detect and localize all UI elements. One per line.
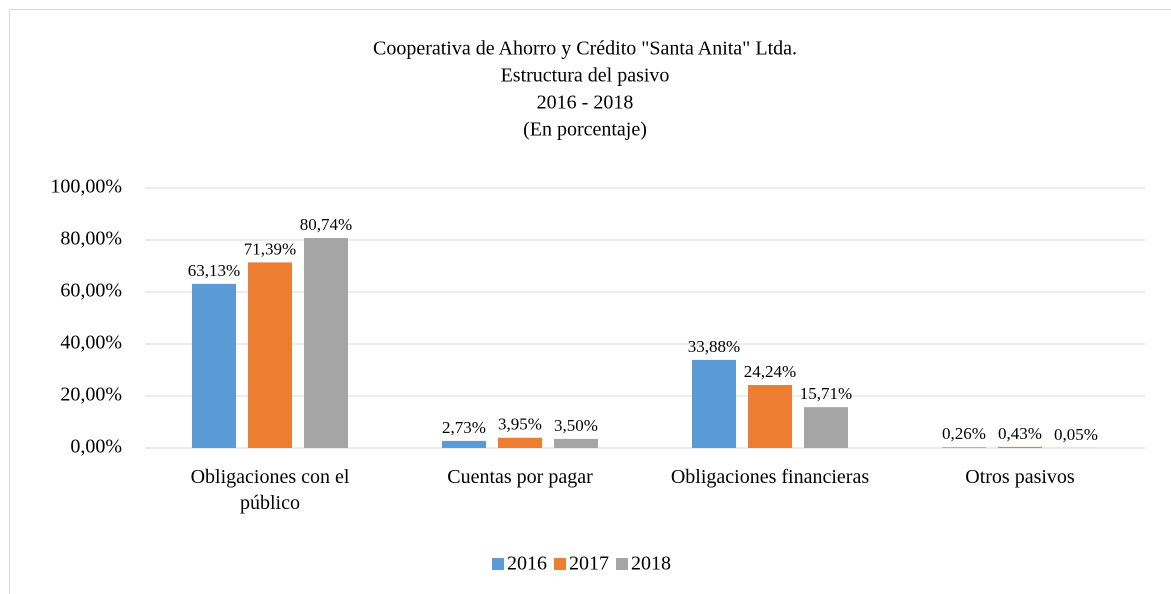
legend-label: 2016	[507, 553, 547, 575]
value-label: 33,88%	[688, 337, 740, 356]
x-tick-label: Obligaciones con el público	[190, 466, 350, 514]
y-tick-label: 100,00%	[50, 176, 122, 198]
y-tick-label: 60,00%	[60, 280, 122, 302]
bar	[692, 359, 736, 448]
bar	[804, 407, 848, 448]
legend-swatch	[554, 558, 566, 570]
value-label: 71,39%	[244, 239, 296, 258]
bar	[498, 437, 542, 448]
chart-title: 2016 - 2018	[537, 92, 634, 114]
value-label: 24,24%	[744, 362, 796, 381]
bar	[192, 283, 236, 448]
chart-title: Estructura del pasivo	[501, 65, 670, 87]
value-label: 3,50%	[554, 416, 598, 435]
bar	[554, 438, 598, 448]
x-tick-label: Obligaciones financieras	[670, 466, 870, 488]
legend-label: 2017	[569, 553, 609, 575]
y-tick-label: 40,00%	[60, 332, 122, 354]
bar	[442, 440, 486, 448]
legend-swatch	[492, 558, 504, 570]
y-tick-label: 20,00%	[60, 384, 122, 406]
value-label: 0,43%	[998, 424, 1042, 443]
chart-border	[9, 9, 1171, 594]
value-label: 2,73%	[442, 418, 486, 437]
bar	[248, 262, 292, 448]
chart-title: Cooperativa de Ahorro y Crédito "Santa A…	[373, 38, 797, 60]
legend-label: 2018	[631, 553, 671, 575]
value-label: 0,26%	[942, 424, 986, 443]
legend-swatch	[616, 558, 628, 570]
value-label: 0,05%	[1054, 425, 1098, 444]
value-label: 63,13%	[188, 261, 240, 280]
bar	[304, 238, 348, 448]
x-tick-label: Otros pasivos	[965, 466, 1075, 488]
y-tick-label: 80,00%	[60, 228, 122, 250]
value-label: 80,74%	[300, 215, 352, 234]
value-label: 15,71%	[800, 384, 852, 403]
value-label: 3,95%	[498, 415, 542, 434]
x-tick-label: Cuentas por pagar	[447, 466, 593, 488]
bar	[998, 446, 1042, 448]
y-tick-label: 0,00%	[70, 436, 122, 458]
bar	[748, 384, 792, 448]
bar	[942, 447, 986, 448]
chart-title: (En porcentaje)	[523, 119, 647, 141]
